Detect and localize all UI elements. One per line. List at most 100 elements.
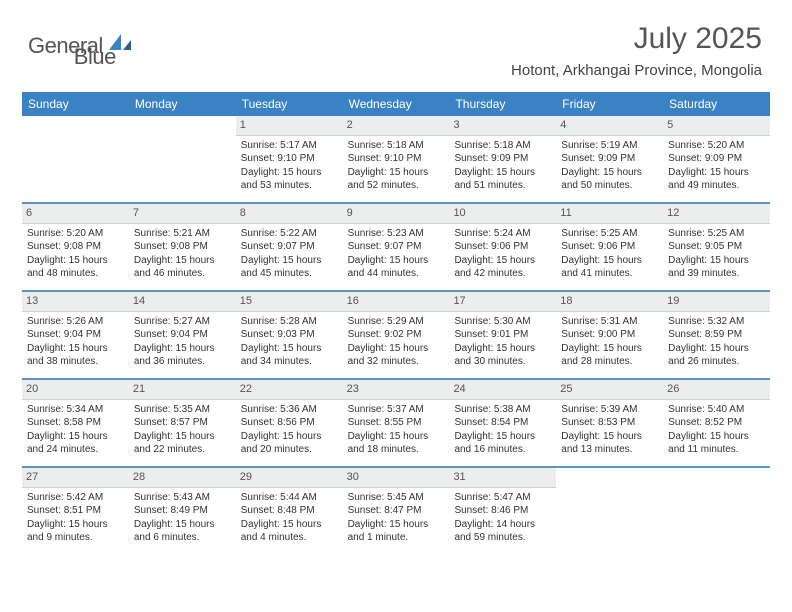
daylight-line: Daylight: 15 hours and 9 minutes.: [27, 518, 124, 545]
sunset-line: Sunset: 8:51 PM: [27, 504, 124, 518]
daylight-line: Daylight: 15 hours and 22 minutes.: [134, 430, 231, 457]
row-separator: [22, 202, 770, 204]
day-number: 3: [449, 116, 556, 136]
daylight-line: Daylight: 14 hours and 59 minutes.: [454, 518, 551, 545]
day-number: 14: [129, 292, 236, 312]
calendar-day: 14Sunrise: 5:27 AMSunset: 9:04 PMDayligh…: [129, 292, 236, 378]
sunrise-line: Sunrise: 5:18 AM: [454, 139, 551, 153]
daylight-line: Daylight: 15 hours and 51 minutes.: [454, 166, 551, 193]
weekday-header: Tuesday: [236, 92, 343, 116]
sunrise-line: Sunrise: 5:31 AM: [561, 315, 658, 329]
row-separator: [22, 466, 770, 468]
day-number: 27: [22, 468, 129, 488]
brand-logo: General Blue: [28, 22, 116, 70]
sunset-line: Sunset: 9:10 PM: [348, 152, 445, 166]
sunset-line: Sunset: 9:09 PM: [561, 152, 658, 166]
sunrise-line: Sunrise: 5:27 AM: [134, 315, 231, 329]
sunset-line: Sunset: 9:06 PM: [561, 240, 658, 254]
location-subtitle: Hotont, Arkhangai Province, Mongolia: [511, 62, 762, 79]
sunset-line: Sunset: 9:01 PM: [454, 328, 551, 342]
day-number: 1: [236, 116, 343, 136]
calendar-header-row: SundayMondayTuesdayWednesdayThursdayFrid…: [22, 92, 770, 116]
sunrise-line: Sunrise: 5:23 AM: [348, 227, 445, 241]
calendar-day: 27Sunrise: 5:42 AMSunset: 8:51 PMDayligh…: [22, 468, 129, 554]
sunset-line: Sunset: 8:58 PM: [27, 416, 124, 430]
calendar-empty-cell: [22, 116, 129, 202]
sunrise-line: Sunrise: 5:25 AM: [561, 227, 658, 241]
weekday-header: Thursday: [449, 92, 556, 116]
sunset-line: Sunset: 9:09 PM: [454, 152, 551, 166]
day-number: 7: [129, 204, 236, 224]
sunset-line: Sunset: 9:04 PM: [134, 328, 231, 342]
daylight-line: Daylight: 15 hours and 30 minutes.: [454, 342, 551, 369]
day-number: 29: [236, 468, 343, 488]
daylight-line: Daylight: 15 hours and 48 minutes.: [27, 254, 124, 281]
sunset-line: Sunset: 9:02 PM: [348, 328, 445, 342]
sunset-line: Sunset: 8:46 PM: [454, 504, 551, 518]
day-number: 23: [343, 380, 450, 400]
sunset-line: Sunset: 9:08 PM: [134, 240, 231, 254]
sunrise-line: Sunrise: 5:22 AM: [241, 227, 338, 241]
sunrise-line: Sunrise: 5:45 AM: [348, 491, 445, 505]
calendar-empty-cell: [663, 468, 770, 554]
sunset-line: Sunset: 9:08 PM: [27, 240, 124, 254]
calendar-day: 9Sunrise: 5:23 AMSunset: 9:07 PMDaylight…: [343, 204, 450, 290]
day-number: 20: [22, 380, 129, 400]
sunset-line: Sunset: 8:48 PM: [241, 504, 338, 518]
day-number: 4: [556, 116, 663, 136]
day-number: 30: [343, 468, 450, 488]
sunrise-line: Sunrise: 5:20 AM: [668, 139, 765, 153]
page-title: July 2025: [634, 22, 762, 56]
calendar-day: 12Sunrise: 5:25 AMSunset: 9:05 PMDayligh…: [663, 204, 770, 290]
weekday-header: Friday: [556, 92, 663, 116]
calendar-day: 16Sunrise: 5:29 AMSunset: 9:02 PMDayligh…: [343, 292, 450, 378]
daylight-line: Daylight: 15 hours and 18 minutes.: [348, 430, 445, 457]
calendar-day: 10Sunrise: 5:24 AMSunset: 9:06 PMDayligh…: [449, 204, 556, 290]
day-number: 16: [343, 292, 450, 312]
daylight-line: Daylight: 15 hours and 6 minutes.: [134, 518, 231, 545]
day-number: 10: [449, 204, 556, 224]
daylight-line: Daylight: 15 hours and 53 minutes.: [241, 166, 338, 193]
calendar-row: 13Sunrise: 5:26 AMSunset: 9:04 PMDayligh…: [22, 292, 770, 378]
daylight-line: Daylight: 15 hours and 44 minutes.: [348, 254, 445, 281]
day-number: 22: [236, 380, 343, 400]
calendar-empty-cell: [129, 116, 236, 202]
day-number: 21: [129, 380, 236, 400]
calendar-day: 31Sunrise: 5:47 AMSunset: 8:46 PMDayligh…: [449, 468, 556, 554]
day-number: 28: [129, 468, 236, 488]
calendar-day: 20Sunrise: 5:34 AMSunset: 8:58 PMDayligh…: [22, 380, 129, 466]
calendar-day: 22Sunrise: 5:36 AMSunset: 8:56 PMDayligh…: [236, 380, 343, 466]
daylight-line: Daylight: 15 hours and 32 minutes.: [348, 342, 445, 369]
day-number: 25: [556, 380, 663, 400]
calendar-day: 6Sunrise: 5:20 AMSunset: 9:08 PMDaylight…: [22, 204, 129, 290]
row-separator: [22, 290, 770, 292]
daylight-line: Daylight: 15 hours and 49 minutes.: [668, 166, 765, 193]
calendar-day: 8Sunrise: 5:22 AMSunset: 9:07 PMDaylight…: [236, 204, 343, 290]
sunset-line: Sunset: 8:57 PM: [134, 416, 231, 430]
day-number: 18: [556, 292, 663, 312]
day-number: 17: [449, 292, 556, 312]
calendar-empty-cell: [556, 468, 663, 554]
daylight-line: Daylight: 15 hours and 41 minutes.: [561, 254, 658, 281]
calendar-day: 11Sunrise: 5:25 AMSunset: 9:06 PMDayligh…: [556, 204, 663, 290]
sunset-line: Sunset: 9:09 PM: [668, 152, 765, 166]
sunset-line: Sunset: 9:05 PM: [668, 240, 765, 254]
sunrise-line: Sunrise: 5:47 AM: [454, 491, 551, 505]
sunrise-line: Sunrise: 5:28 AM: [241, 315, 338, 329]
calendar-row: 27Sunrise: 5:42 AMSunset: 8:51 PMDayligh…: [22, 468, 770, 554]
day-number: 12: [663, 204, 770, 224]
sunrise-line: Sunrise: 5:43 AM: [134, 491, 231, 505]
sunset-line: Sunset: 8:54 PM: [454, 416, 551, 430]
sunrise-line: Sunrise: 5:17 AM: [241, 139, 338, 153]
sunrise-line: Sunrise: 5:44 AM: [241, 491, 338, 505]
sunrise-line: Sunrise: 5:32 AM: [668, 315, 765, 329]
calendar-day: 13Sunrise: 5:26 AMSunset: 9:04 PMDayligh…: [22, 292, 129, 378]
sunrise-line: Sunrise: 5:26 AM: [27, 315, 124, 329]
daylight-line: Daylight: 15 hours and 28 minutes.: [561, 342, 658, 369]
calendar: SundayMondayTuesdayWednesdayThursdayFrid…: [22, 92, 770, 554]
daylight-line: Daylight: 15 hours and 42 minutes.: [454, 254, 551, 281]
calendar-day: 1Sunrise: 5:17 AMSunset: 9:10 PMDaylight…: [236, 116, 343, 202]
day-number: 26: [663, 380, 770, 400]
calendar-row: 6Sunrise: 5:20 AMSunset: 9:08 PMDaylight…: [22, 204, 770, 290]
daylight-line: Daylight: 15 hours and 26 minutes.: [668, 342, 765, 369]
